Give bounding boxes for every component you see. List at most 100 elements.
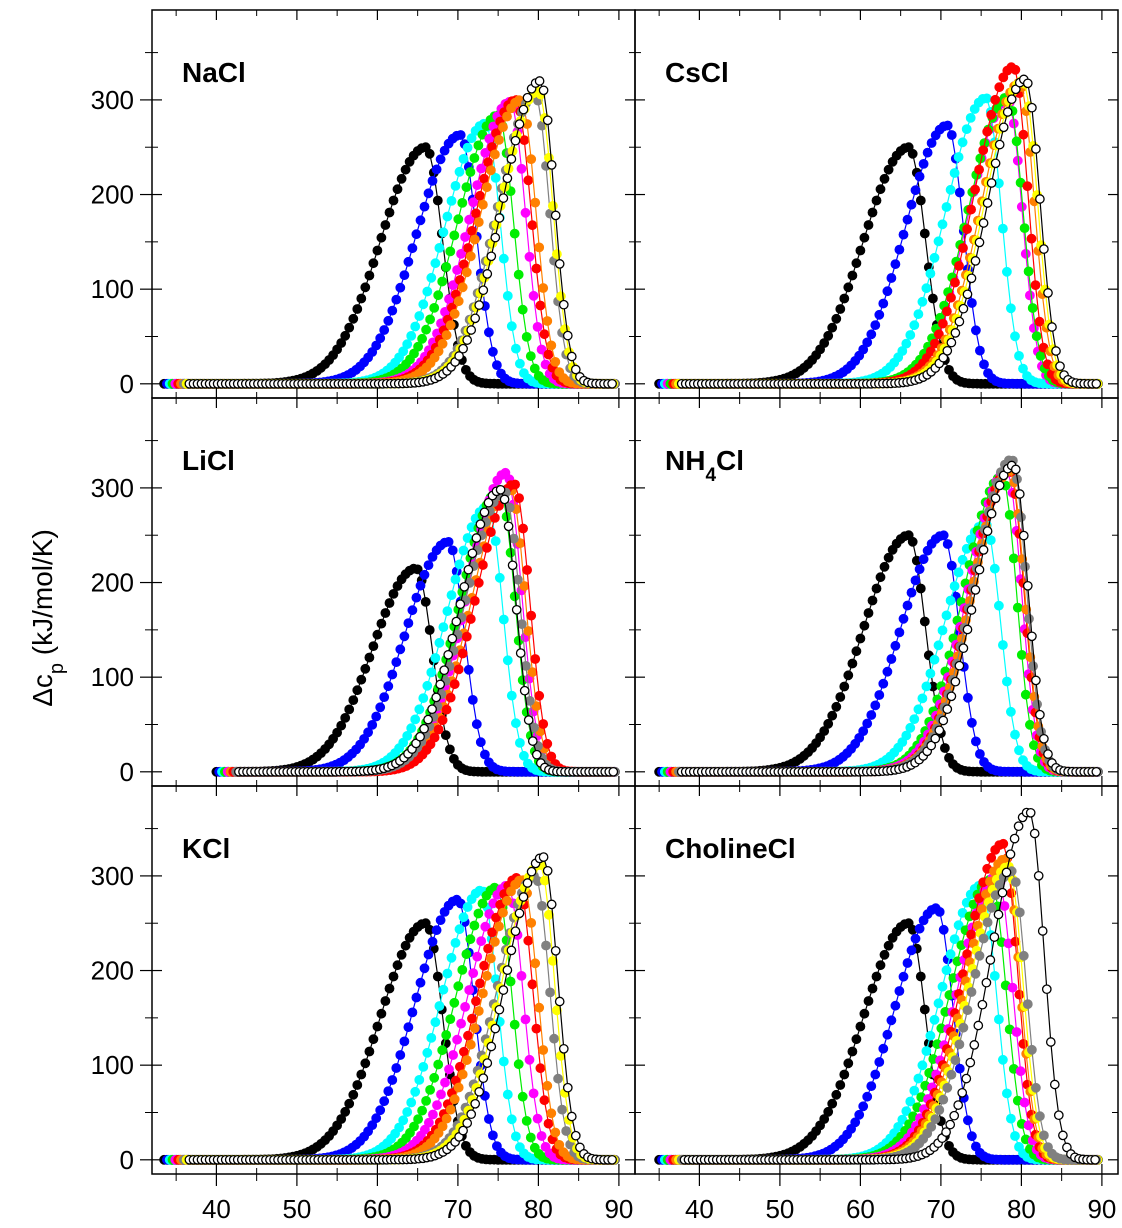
data-point [843,282,854,293]
data-point [918,158,929,169]
data-point [917,693,928,704]
data-point [467,225,477,236]
data-point [462,335,473,345]
data-point [489,936,500,947]
data-point [372,629,383,640]
data-point [875,572,886,583]
data-point [538,283,549,293]
data-point [990,158,1001,169]
data-point [1018,530,1029,541]
data-point [1035,194,1045,204]
data-point [542,115,553,126]
data-point [874,309,885,320]
data-point [461,267,472,278]
data-point [1002,676,1012,687]
data-point [502,173,513,184]
data-point [914,564,925,575]
data-point [415,977,426,988]
data-point [379,1096,390,1107]
data-point [525,696,535,706]
data-point [450,180,461,191]
data-point [455,130,466,140]
data-point [1019,223,1030,233]
data-point [376,618,387,629]
data-point [874,690,885,700]
data-point [442,968,453,979]
data-point [502,895,512,906]
data-point [376,1008,387,1019]
data-point [1031,331,1042,342]
data-point [954,187,965,198]
data-point [526,610,537,621]
data-point [419,723,429,734]
data-point [519,685,530,696]
data-point [454,559,465,570]
data-point [926,138,937,148]
data-point [429,1072,440,1083]
data-point [462,142,473,153]
y-tick-label: 0 [120,369,134,399]
data-point [445,1014,456,1024]
data-point [449,308,460,319]
data-point [827,710,838,721]
data-point [1008,553,1019,564]
data-point [890,640,901,651]
data-point [466,325,477,335]
data-point [938,715,949,726]
data-point [520,1014,531,1025]
data-point [907,148,918,159]
data-point [862,337,873,348]
data-point [1047,322,1057,332]
data-point [431,164,442,175]
data-point [429,732,440,743]
data-point [372,1021,383,1032]
data-point [461,949,472,959]
y-tick-label: 100 [91,274,134,304]
data-point [413,1114,423,1124]
data-point [458,1046,469,1057]
data-point [513,1059,524,1070]
data-point [356,1069,367,1080]
data-point [417,1105,427,1116]
data-point [415,215,426,226]
data-point [464,985,475,995]
data-point [538,1045,549,1055]
data-point [990,493,1001,504]
data-point [363,727,373,738]
data-point [352,304,363,314]
data-point [458,153,469,164]
data-point [463,664,474,675]
data-point [974,164,984,175]
data-point [521,1116,532,1126]
data-point [566,351,577,362]
data-point [477,988,488,999]
data-point [457,282,468,293]
data-point [474,300,485,310]
data-point [919,228,930,239]
data-point [479,173,489,184]
data-point [445,320,456,330]
data-point [607,378,617,389]
series-line [676,82,1095,385]
data-point [521,661,531,671]
data-point [990,94,1001,105]
data-point [930,733,941,744]
data-point [411,992,422,1003]
data-point [340,713,351,723]
data-point [937,625,948,636]
data-point [407,605,418,616]
data-point [485,953,496,964]
data-point [975,345,985,356]
data-point [417,333,427,344]
data-point [917,296,928,307]
data-point [506,1114,517,1125]
data-point [526,154,537,165]
data-point [422,1047,433,1058]
data-point [344,1098,355,1109]
data-point [436,1089,446,1100]
data-point [909,320,920,331]
data-point [465,251,476,262]
data-point [471,996,481,1007]
data-point [387,1075,398,1085]
data-point [921,681,932,692]
